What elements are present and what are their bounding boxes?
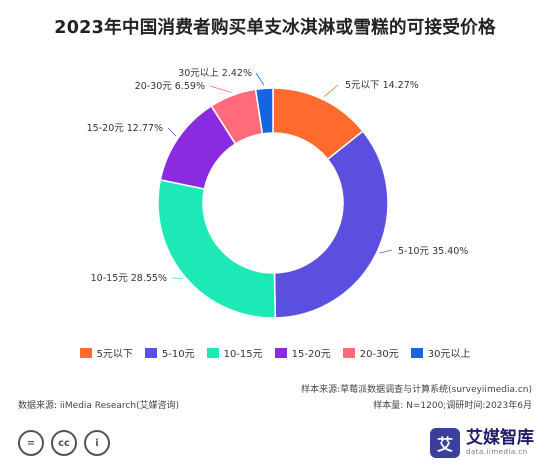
legend-label: 5元以下 [96, 349, 133, 360]
slice-label-2: 10-15元 28.55% [91, 273, 167, 284]
legend-swatch [206, 347, 219, 358]
legend-swatch [144, 347, 157, 358]
chart-title: 2023年中国消费者购买单支冰淇淋或雪糕的可接受价格 [54, 18, 496, 38]
equals-icon: = [18, 430, 44, 456]
legend-item-1: 5-10元 [144, 345, 195, 360]
legend-item-0: 5元以下 [79, 345, 133, 360]
legend-swatch [410, 347, 423, 358]
legend-item-5: 30元以上 [410, 345, 471, 360]
legend-label: 10-15元 [223, 349, 263, 360]
brand-logo-icon: 艾 [430, 428, 460, 458]
brand-subtitle: data.iimedia.cn [466, 448, 528, 456]
slice-5 [254, 87, 274, 135]
legend-label: 5-10元 [161, 349, 195, 360]
leader-line-2 [171, 277, 183, 279]
data-source-note: 数据来源: iiMedia Research(艾媒咨询) [18, 401, 180, 411]
license-icons: = cc i [18, 430, 110, 456]
legend-label: 30元以上 [427, 349, 471, 360]
legend-swatch [274, 347, 287, 358]
sample-size-note: 样本量: N=1200;调研时间:2023年6月 [373, 401, 532, 411]
sample-source-note: 样本来源:草莓派数据调查与计算系统(surveyiimedia.cn) [301, 385, 532, 395]
info-icon: i [84, 430, 110, 456]
legend-label: 20-30元 [359, 349, 399, 360]
cc-icon: cc [51, 430, 77, 456]
legend-item-3: 15-20元 [274, 345, 331, 360]
leader-line-4 [209, 85, 232, 93]
slice-2 [157, 179, 277, 319]
chart-legend: 5元以下 5-10元 10-15元 15-20元 20-30元 30元以上 [0, 345, 550, 360]
donut-chart: 5元以下 14.27% 5-10元 35.40% 10-15元 28.55% 15-2… [87, 68, 468, 319]
brand-logo-block: 艾 艾媒智库 data.iimedia.cn [430, 428, 534, 458]
legend-item-4: 20-30元 [342, 345, 399, 360]
legend-swatch [79, 347, 92, 358]
leader-line-1 [379, 249, 393, 254]
legend-swatch [342, 347, 355, 358]
slice-label-4: 20-30元 6.59% [135, 81, 205, 92]
leader-line-3 [167, 127, 177, 137]
slice-label-3: 15-20元 12.77% [87, 123, 163, 134]
slice-label-0: 5元以下 14.27% [345, 80, 419, 91]
slice-label-5: 30元以上 2.42% [178, 68, 252, 79]
slice-1 [273, 130, 389, 319]
legend-label: 15-20元 [291, 349, 331, 360]
leader-line-0 [323, 84, 339, 97]
slice-label-1: 5-10元 35.40% [398, 246, 468, 257]
legend-item-2: 10-15元 [206, 345, 263, 360]
brand-name: 艾媒智库 [466, 428, 534, 448]
leader-line-5 [255, 72, 265, 86]
